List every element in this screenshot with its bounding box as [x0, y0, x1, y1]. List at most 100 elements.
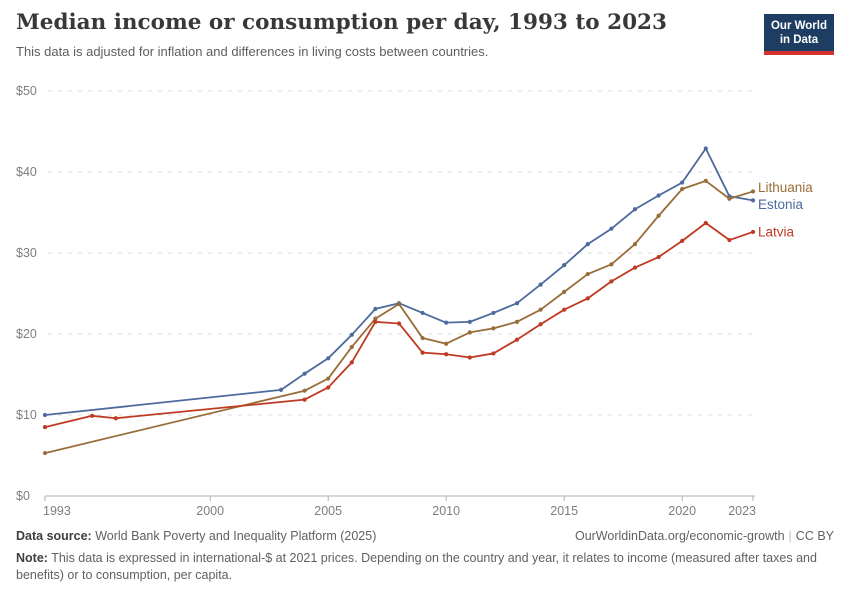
data-point-estonia[interactable] — [491, 310, 496, 316]
series-line-estonia[interactable] — [44, 147, 754, 416]
data-point-lithuania[interactable] — [656, 213, 661, 218]
line-chart[interactable]: $0 $10 $20 $30 $40 $50 1993 2000 2005 2010 2015 202… — [0, 0, 850, 528]
data-point-estonia[interactable] — [632, 207, 638, 212]
data-point-latvia[interactable] — [632, 265, 638, 270]
data-point-estonia[interactable] — [609, 226, 614, 231]
x-axis-tick-label: 2005 — [314, 504, 342, 518]
data-point-estonia[interactable] — [467, 319, 472, 324]
series-line-lithuania[interactable] — [44, 180, 754, 454]
data-point-lithuania[interactable] — [326, 376, 331, 381]
data-point-estonia[interactable] — [326, 356, 331, 361]
data-point-lithuania[interactable] — [396, 301, 402, 307]
data-point-lithuania[interactable] — [373, 316, 378, 321]
data-point-lithuania[interactable] — [585, 271, 590, 277]
data-source-label: Data source: — [16, 529, 92, 543]
page-title: Median income or consumption per day, 19… — [16, 10, 667, 35]
data-point-latvia[interactable] — [113, 416, 118, 421]
data-point-latvia[interactable] — [703, 220, 708, 226]
y-axis-tick-label: $50 — [16, 84, 37, 98]
x-axis-tick-label: 2010 — [432, 504, 460, 518]
y-axis-tick-label: $10 — [16, 408, 37, 422]
data-point-lithuania[interactable] — [467, 330, 472, 335]
y-axis-tick-label: $20 — [16, 327, 37, 341]
data-point-latvia[interactable] — [420, 350, 425, 355]
data-point-lithuania[interactable] — [444, 341, 449, 346]
data-point-latvia[interactable] — [585, 296, 590, 301]
data-point-lithuania[interactable] — [727, 196, 732, 201]
data-point-estonia[interactable] — [42, 412, 48, 418]
data-point-lithuania[interactable] — [420, 335, 425, 341]
data-point-estonia[interactable] — [680, 180, 685, 185]
x-axis-tick-label: 2000 — [196, 504, 224, 518]
x-axis-tick-label: 1993 — [43, 504, 71, 518]
data-point-latvia[interactable] — [727, 237, 732, 243]
note-text: This data is expressed in international-… — [16, 551, 817, 582]
x-axis-tick-label: 2015 — [550, 504, 578, 518]
data-source: Data source: World Bank Poverty and Ineq… — [16, 529, 376, 543]
data-point-lithuania[interactable] — [491, 326, 496, 331]
y-axis-tick-label: $0 — [16, 489, 30, 503]
y-axis-tick-label: $30 — [16, 246, 37, 260]
data-point-estonia[interactable] — [373, 306, 378, 311]
note-label: Note: — [16, 551, 48, 565]
data-point-latvia[interactable] — [491, 351, 496, 356]
data-point-lithuania[interactable] — [349, 344, 354, 350]
series-label-lithuania[interactable]: Lithuania — [758, 180, 813, 195]
series-label-latvia[interactable]: Latvia — [758, 224, 795, 239]
data-point-latvia[interactable] — [326, 385, 331, 390]
data-point-latvia[interactable] — [656, 254, 661, 260]
owid-logo-line2: in Data — [779, 34, 819, 47]
chart-note: Note: This data is expressed in internat… — [16, 550, 834, 584]
data-point-latvia[interactable] — [42, 425, 48, 430]
data-point-latvia[interactable] — [373, 319, 378, 324]
y-axis-tick-label: $40 — [16, 165, 37, 179]
data-point-estonia[interactable] — [444, 320, 449, 325]
data-point-estonia[interactable] — [585, 241, 590, 247]
data-point-lithuania[interactable] — [632, 241, 638, 247]
data-point-lithuania[interactable] — [538, 307, 543, 312]
owid-logo-line1: Our World — [770, 20, 827, 32]
data-point-lithuania[interactable] — [680, 186, 685, 192]
data-point-estonia[interactable] — [278, 387, 284, 392]
data-point-latvia[interactable] — [444, 352, 449, 357]
data-point-lithuania[interactable] — [514, 319, 520, 324]
series-label-estonia[interactable]: Estonia — [758, 197, 804, 212]
credit: OurWorldinData.org/economic-growth | CC BY — [575, 529, 834, 543]
data-point-latvia[interactable] — [302, 397, 307, 402]
license-badge[interactable]: CC BY — [795, 529, 834, 543]
data-point-estonia[interactable] — [349, 332, 354, 337]
data-point-latvia[interactable] — [467, 355, 472, 360]
data-point-latvia[interactable] — [750, 229, 756, 235]
data-point-latvia[interactable] — [562, 307, 567, 312]
data-point-lithuania[interactable] — [609, 262, 614, 267]
data-point-latvia[interactable] — [349, 360, 354, 365]
data-point-estonia[interactable] — [538, 282, 543, 287]
data-point-estonia[interactable] — [656, 193, 661, 198]
chart-header: Median income or consumption per day, 19… — [16, 10, 756, 59]
data-point-lithuania[interactable] — [562, 289, 567, 294]
data-point-estonia[interactable] — [302, 371, 307, 376]
chart-subtitle: This data is adjusted for inflation and … — [16, 44, 489, 59]
data-point-estonia[interactable] — [750, 198, 756, 203]
data-point-lithuania[interactable] — [42, 450, 48, 456]
owid-logo[interactable]: Our World in Data — [763, 14, 834, 55]
data-point-estonia[interactable] — [562, 263, 567, 268]
chart-footer: Data source: World Bank Poverty and Ineq… — [16, 529, 834, 584]
data-point-latvia[interactable] — [514, 337, 520, 342]
data-point-lithuania[interactable] — [750, 189, 756, 194]
data-point-latvia[interactable] — [396, 321, 402, 326]
data-point-latvia[interactable] — [680, 238, 685, 243]
data-point-lithuania[interactable] — [703, 178, 708, 184]
credit-link[interactable]: OurWorldinData.org/economic-growth — [574, 529, 785, 543]
x-axis-tick-label: 2020 — [668, 504, 696, 518]
data-point-latvia[interactable] — [538, 322, 543, 327]
data-source-text: World Bank Poverty and Inequality Platfo… — [95, 529, 377, 543]
data-point-estonia[interactable] — [420, 310, 425, 316]
x-axis-tick-label: 2023 — [728, 504, 756, 518]
data-point-lithuania[interactable] — [302, 388, 307, 393]
data-point-estonia[interactable] — [703, 146, 708, 151]
data-point-latvia[interactable] — [609, 279, 614, 284]
data-point-estonia[interactable] — [514, 301, 520, 306]
data-point-latvia[interactable] — [90, 413, 95, 418]
credit-divider: | — [788, 529, 792, 543]
